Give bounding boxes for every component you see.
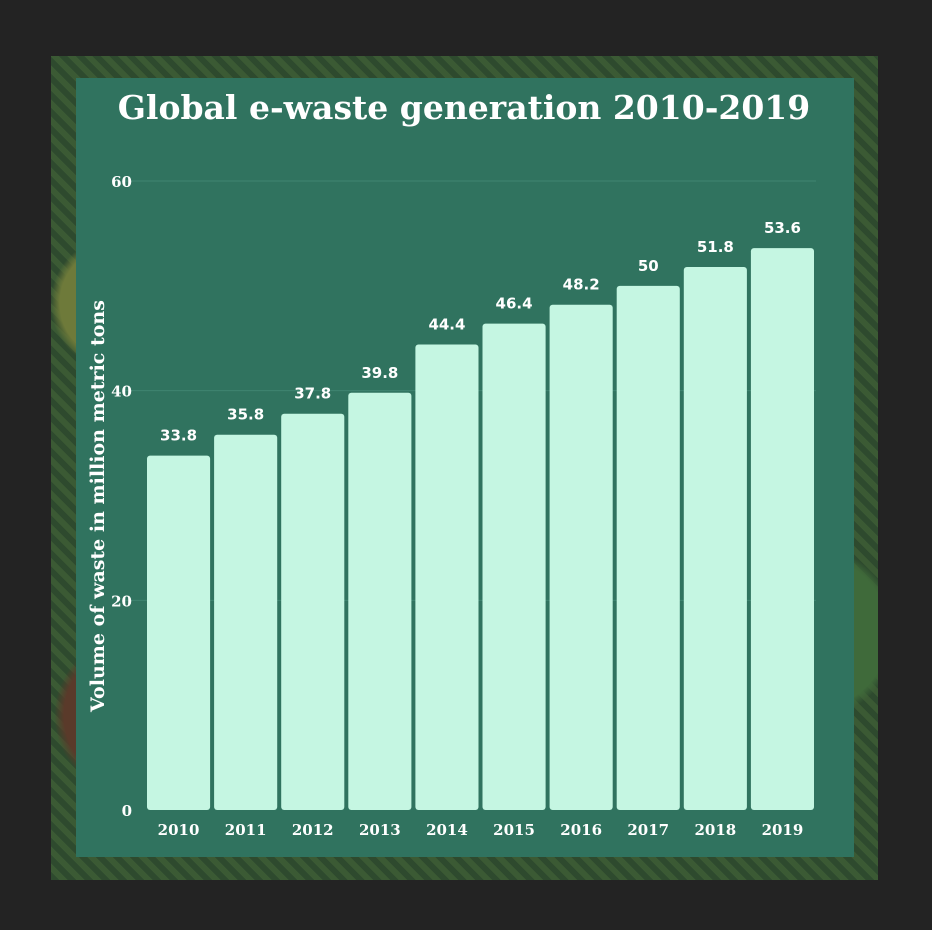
x-tick-label-2012: 2012 — [292, 821, 334, 839]
bar-2018 — [683, 266, 747, 810]
x-tick-label-2011: 2011 — [225, 821, 267, 839]
value-label-2019: 53.6 — [764, 219, 801, 237]
bar-2011 — [214, 434, 278, 810]
y-tick-label-40: 40 — [111, 383, 132, 401]
value-label-2012: 37.8 — [294, 385, 331, 403]
x-tick-label-2014: 2014 — [426, 821, 468, 839]
x-tick-label-2010: 2010 — [158, 821, 200, 839]
value-label-2010: 33.8 — [160, 427, 197, 445]
x-tick-label-2015: 2015 — [493, 821, 535, 839]
y-tick-label-20: 20 — [111, 592, 132, 610]
x-tick-label-2017: 2017 — [627, 821, 669, 839]
value-label-2014: 44.4 — [428, 316, 465, 334]
value-label-2017: 50 — [638, 257, 659, 275]
bar-2015 — [482, 323, 546, 810]
bar-2013 — [348, 392, 412, 810]
value-label-2013: 39.8 — [361, 364, 398, 382]
y-tick-label-0: 0 — [122, 802, 132, 820]
x-tick-label-2013: 2013 — [359, 821, 401, 839]
bar-2010 — [147, 455, 211, 810]
x-tick-label-2019: 2019 — [762, 821, 804, 839]
value-label-2016: 48.2 — [563, 276, 600, 294]
bar-2017 — [616, 285, 680, 810]
value-label-2011: 35.8 — [227, 406, 264, 424]
value-label-2015: 46.4 — [496, 295, 533, 313]
bar-2019 — [750, 248, 814, 811]
bar-2014 — [415, 344, 479, 810]
y-tick-label-60: 60 — [111, 173, 132, 191]
bar-2016 — [549, 304, 613, 810]
value-label-2018: 51.8 — [697, 238, 734, 256]
x-tick-label-2018: 2018 — [694, 821, 736, 839]
x-tick-label-2016: 2016 — [560, 821, 602, 839]
chart-title: Global e-waste generation 2010-2019 — [117, 88, 811, 127]
bar-2012 — [281, 413, 345, 810]
